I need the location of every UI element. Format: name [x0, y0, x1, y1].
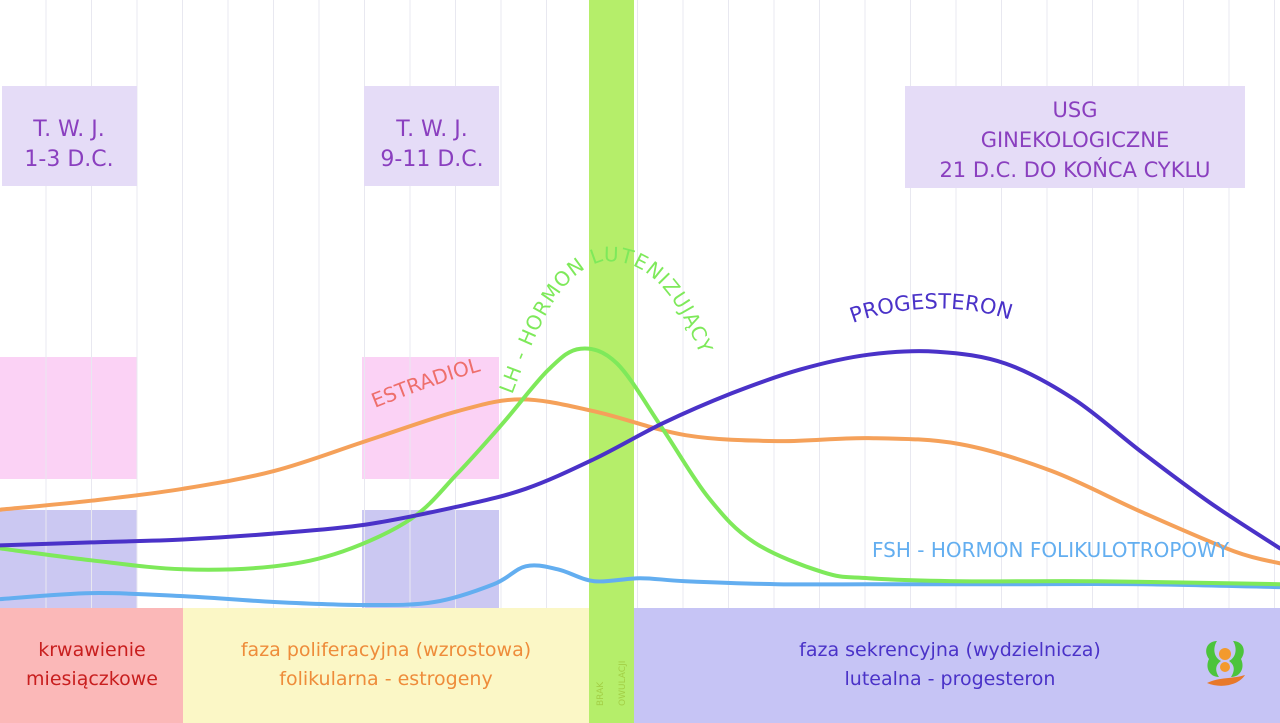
phase-menstruation: krwawienie miesiączkowe [0, 608, 183, 723]
fsh-box-2 [362, 510, 499, 608]
series-label-progesteron: PROGESTERON [847, 289, 1016, 327]
phase-line: BRAK [596, 681, 606, 706]
phase-line: folikularna - estrogeny [279, 668, 492, 690]
phase-background [634, 608, 1280, 723]
phase-line: OWULACJI [618, 661, 628, 706]
series-line-estradiol [0, 397, 1280, 566]
annotation-box [2, 86, 137, 186]
series-line-lh [0, 346, 1280, 587]
phase-proliferative: faza poliferacyjna (wzrostowa) folikular… [183, 608, 589, 723]
annotation-twj1: T. W. J. 1-3 D.C. [2, 86, 137, 186]
estradiol-box-1 [0, 357, 137, 479]
annotation-box [905, 86, 1245, 188]
series-lines [0, 346, 1280, 608]
phase-line: krwawienie [38, 639, 146, 661]
annotation-line: 9-11 D.C. [380, 147, 483, 172]
ovulation-band [589, 0, 634, 723]
phase-line: faza poliferacyjna (wzrostowa) [241, 639, 531, 661]
phase-secretory: faza sekrencyjna (wydzielnicza) lutealna… [634, 608, 1280, 723]
annotation-box [364, 86, 499, 186]
phase-ovulation: BRAK OWULACJI [589, 608, 634, 723]
annotation-usg: USG GINEKOLOGICZNE 21 D.C. DO KOŃCA CYKL… [905, 86, 1245, 188]
annotation-twj2: T. W. J. 9-11 D.C. [364, 86, 499, 186]
annotation-line: T. W. J. [395, 117, 468, 142]
annotation-line: 21 D.C. DO KOŃCA CYKLU [939, 157, 1210, 182]
phase-line: miesiączkowe [26, 668, 158, 690]
annotation-line: T. W. J. [32, 117, 105, 142]
phase-background [0, 608, 183, 723]
series-label-fsh: FSH - HORMON FOLIKULOTROPOWY [872, 538, 1230, 562]
series-line-fsh [0, 563, 1280, 608]
phase-bar: krwawienie miesiączkowe faza poliferacyj… [0, 608, 1280, 723]
phase-line: lutealna - progesteron [845, 668, 1056, 690]
series-line-progesteron [0, 349, 1280, 551]
phase-background [589, 608, 634, 723]
clinic-logo-icon [1206, 641, 1245, 686]
annotation-line: USG [1053, 98, 1098, 122]
annotation-line: GINEKOLOGICZNE [981, 128, 1170, 152]
annotation-line: 1-3 D.C. [24, 147, 113, 172]
phase-background [183, 608, 589, 723]
phase-line: faza sekrencyjna (wydzielnicza) [799, 639, 1101, 661]
